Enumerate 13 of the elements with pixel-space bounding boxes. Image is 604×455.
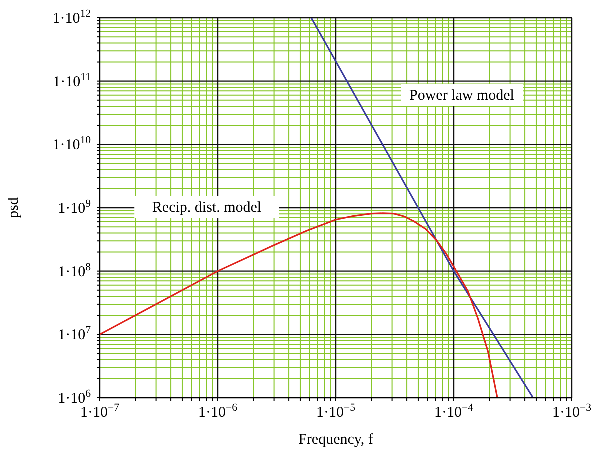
y-tick-label: 1·10$^{7}$ (58, 324, 92, 344)
y-tick-label: 1·10$^{11}$ (53, 71, 91, 90)
annotation: Power law model (410, 88, 514, 104)
y-tick-label: 1·10$^{9}$ (58, 198, 91, 217)
y-tick-label: 1·10$^{8}$ (58, 261, 91, 280)
x-tick-label: 1·10$^{−3}$ (552, 402, 592, 421)
x-tick-label: 1·10$^{−6}$ (198, 402, 238, 421)
x-tick-label: 1·10$^{−5}$ (316, 402, 356, 421)
x-tick-label: 1·10$^{−4}$ (434, 402, 474, 421)
annotation: Recip. dist. model (152, 200, 262, 216)
y-tick-label: 1·10$^{12}$ (52, 8, 91, 27)
y-tick-label: 1·10$^{10}$ (52, 134, 91, 154)
x-axis-title: Frequency, f (298, 432, 374, 448)
